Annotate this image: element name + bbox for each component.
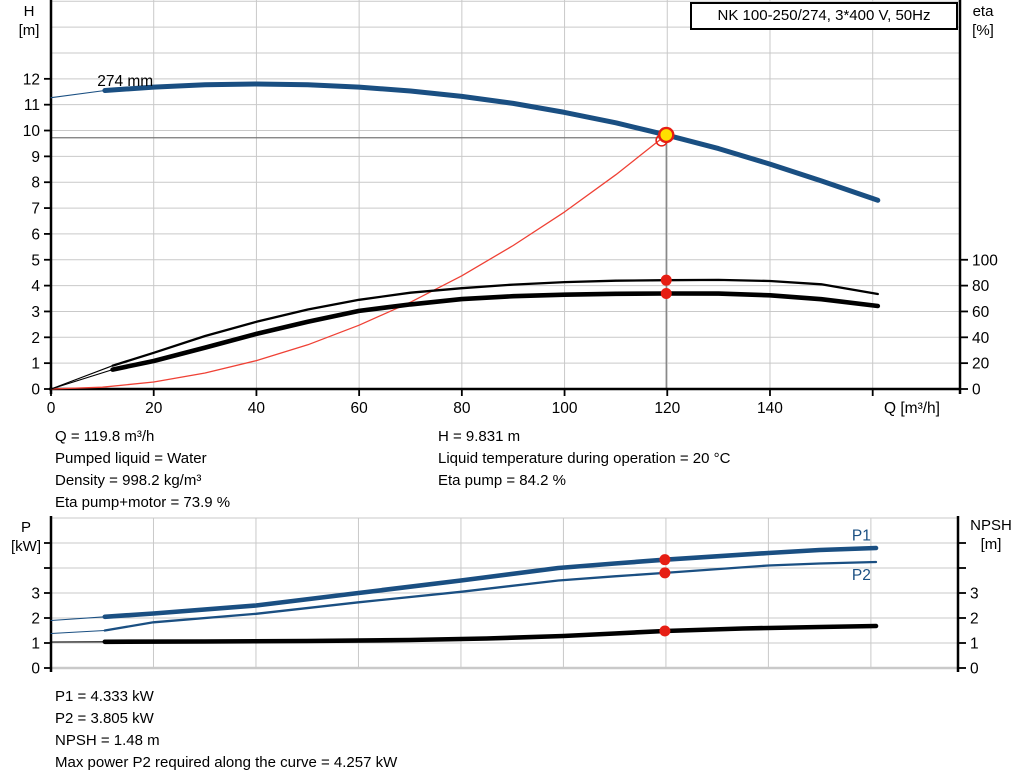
h-axis-label-symbol: H: [23, 3, 35, 20]
y-left-tick-label: 0: [31, 661, 40, 678]
operating-data-line-eta-total: Eta pump+motor = 73.9 %: [55, 494, 231, 511]
chart-title: NK 100-250/274, 3*400 V, 50Hz: [717, 7, 931, 24]
y-left-tick-label: 2: [31, 330, 40, 347]
curve-npsh: [102, 623, 879, 645]
y-right-tick-label: 0: [970, 661, 979, 678]
p-axis-label: P [kW]: [4, 518, 48, 556]
y-left-tick-label: 3: [31, 304, 40, 321]
curve-274-mm: [102, 81, 881, 203]
curve-label-274-mm: 274 mm: [97, 73, 153, 90]
operating-data-line-density: Density = 998.2 kg/m³: [55, 472, 202, 489]
curve-system-curve: [50, 134, 667, 390]
curve-eta-pump-motor: [110, 291, 881, 372]
curve-eta-pump-lead: [50, 365, 114, 390]
y-right-tick-label: 1: [970, 636, 979, 653]
y-left-tick-label: 10: [23, 123, 41, 140]
curve-label-p2: P2: [852, 567, 871, 584]
p-axis-label-symbol: P: [20, 519, 31, 536]
h-axis-label-unit: [m]: [18, 22, 40, 39]
y-left-tick-label: 9: [31, 149, 40, 166]
curve-label-p1: P1: [852, 528, 871, 545]
curve-p2-lead: [50, 629, 106, 635]
y-left-tick-label: 0: [31, 382, 40, 399]
x-tick-label: 100: [552, 400, 578, 417]
operating-data-column-1: Q = 119.8 m³/h Pumped liquid = Water Den…: [55, 426, 230, 514]
x-tick-label: 40: [248, 400, 266, 417]
y-left-tick-label: 7: [31, 201, 40, 218]
y-left-tick-label: 1: [31, 636, 40, 653]
results-block: P1 = 4.333 kW P2 = 3.805 kW NPSH = 1.48 …: [55, 686, 397, 774]
y-left-tick-label: 1: [31, 356, 40, 373]
y-left-tick-label: 4: [31, 278, 40, 295]
y-left-tick-label: 3: [31, 586, 40, 603]
curve-eta-pump: [111, 278, 879, 367]
operating-data-column-2: H = 9.831 m Liquid temperature during op…: [438, 426, 730, 492]
curve-p1-lead: [50, 616, 106, 622]
y-right-tick-label: 20: [972, 356, 990, 373]
chart-title-box: NK 100-250/274, 3*400 V, 50Hz: [690, 2, 958, 30]
y-right-tick-label: 2: [970, 611, 979, 628]
npsh-axis-label-unit: [m]: [980, 536, 1002, 553]
duty-dot: [660, 287, 672, 299]
duty-dot: [659, 625, 671, 637]
y-left-tick-label: 8: [31, 175, 40, 192]
curve-p2: [103, 560, 878, 632]
y-left-tick-label: 12: [23, 71, 40, 88]
x-tick-label: 120: [654, 400, 680, 417]
operating-data-line-q: Q = 119.8 m³/h: [55, 428, 155, 445]
y-left-tick-label: 2: [31, 611, 40, 628]
y-right-tick-label: 3: [970, 586, 979, 603]
x-tick-label: 0: [47, 400, 56, 417]
npsh-axis-label-symbol: NPSH: [970, 517, 1012, 534]
operating-data-line-liquid: Pumped liquid = Water: [55, 450, 207, 467]
duty-dot: [659, 567, 671, 579]
curve-274-mm-lead: [50, 89, 106, 99]
operating-point-marker: [658, 126, 675, 144]
h-axis-label: H [m]: [10, 2, 48, 40]
eta-axis-label-unit: [%]: [972, 22, 994, 39]
operating-data-line-eta-pump: Eta pump = 84.2 %: [438, 472, 566, 489]
curve-p1: [102, 545, 879, 620]
power-npsh-chart: 0 1 2 3 0 1 2 3 P1 P2: [31, 516, 979, 678]
duty-dot: [659, 554, 671, 566]
y-right-tick-label: 0: [972, 382, 981, 399]
result-line-max-power: Max power P2 required along the curve = …: [55, 754, 398, 771]
npsh-axis-label: NPSH [m]: [960, 516, 1022, 554]
p-axis-label-unit: [kW]: [11, 538, 41, 555]
operating-data-line-temperature: Liquid temperature during operation = 20…: [438, 450, 731, 467]
duty-dot: [660, 274, 672, 286]
y-right-tick-label: 40: [972, 330, 990, 347]
y-left-tick-label: 6: [31, 226, 40, 243]
x-tick-label: 80: [453, 400, 471, 417]
curve-eta-pump-motor-lead: [50, 369, 114, 390]
eta-axis-label-symbol: eta: [972, 3, 994, 20]
y-left-tick-label: 5: [31, 252, 40, 269]
q-axis-label: Q [m³/h]: [884, 400, 940, 417]
result-line-npsh: NPSH = 1.48 m: [55, 732, 160, 749]
x-tick-label: 60: [351, 400, 369, 417]
result-line-p1: P1 = 4.333 kW: [55, 688, 154, 705]
result-line-p2: P2 = 3.805 kW: [55, 710, 154, 727]
eta-axis-label: eta [%]: [962, 2, 1004, 40]
y-right-tick-label: 80: [972, 278, 990, 295]
x-tick-label: 20: [145, 400, 163, 417]
y-right-tick-label: 100: [972, 252, 998, 269]
x-tick-label: 140: [757, 400, 783, 417]
y-right-tick-label: 60: [972, 304, 990, 321]
y-left-tick-label: 11: [24, 97, 40, 114]
operating-data-line-h: H = 9.831 m: [438, 428, 521, 445]
